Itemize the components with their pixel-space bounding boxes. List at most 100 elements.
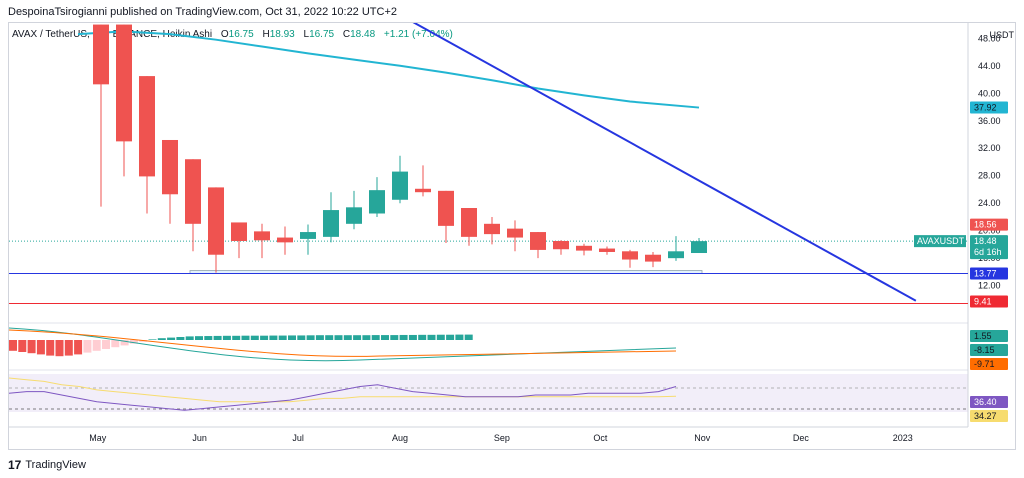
- moving-average-line: [77, 30, 700, 109]
- macd-histogram-bar: [241, 335, 250, 340]
- macd-histogram-bar: [390, 335, 399, 340]
- price-tag-red-text: 9.41: [974, 296, 992, 306]
- symbol-tag-text: AVAXUSDT: [917, 236, 965, 246]
- macd-histogram-bar: [36, 340, 45, 355]
- candle-body: [507, 228, 523, 238]
- rsi-band: [9, 374, 968, 412]
- price-tag-ma-bg: [970, 101, 1008, 114]
- macd-histogram-bar: [92, 340, 101, 351]
- macd-histogram-bar: [129, 340, 138, 344]
- rsi-label-bg: [970, 396, 1008, 408]
- macd-histogram-bar: [27, 340, 36, 354]
- macd-histogram-bar: [427, 334, 436, 340]
- symbol-label[interactable]: AVAX / TetherUS, 1W, BINANCE, Heikin Ash…: [12, 29, 213, 40]
- change-value: +1.21 (+7.04%): [383, 29, 453, 40]
- macd-histogram-bar: [102, 340, 110, 349]
- macd-label-text: -9.71: [974, 359, 995, 369]
- tradingview-logo-icon: 17: [8, 458, 22, 472]
- candle-body: [116, 24, 132, 142]
- candle-body: [415, 188, 431, 193]
- macd-histogram-bar: [185, 336, 194, 340]
- publisher-caption: DespoinaTsirogianni published on Trading…: [8, 6, 398, 18]
- close-value: 18.48: [350, 29, 376, 40]
- y-tick-label: 36.00: [978, 116, 1001, 126]
- candle-body: [185, 159, 201, 224]
- macd-histogram-bar: [371, 335, 380, 340]
- candle-body: [392, 171, 408, 200]
- macd-histogram-bar: [353, 335, 362, 340]
- candle-body: [208, 187, 224, 255]
- x-tick-label: May: [89, 433, 107, 443]
- rsi-ma-label-bg: [970, 410, 1008, 422]
- price-tag-high-bg: [970, 218, 1008, 231]
- macd-histogram-bar: [381, 335, 389, 340]
- candle-body: [622, 251, 638, 260]
- low-label: L: [303, 29, 310, 40]
- price-tag-ma: 37.92: [970, 101, 1008, 114]
- price-tag-support-bg: [970, 267, 1008, 280]
- candle-body: [530, 232, 546, 250]
- x-tick-label: Oct: [593, 433, 608, 443]
- y-tick-label: 44.00: [978, 61, 1001, 71]
- rsi-label-text: 36.40: [974, 397, 997, 407]
- macd-histogram-bar: [232, 335, 241, 340]
- macd-histogram-bar: [222, 335, 231, 340]
- macd-histogram-bar: [446, 334, 455, 340]
- candle-body: [139, 76, 155, 177]
- high-label: H: [262, 29, 270, 40]
- rsi-line: [8, 384, 677, 411]
- candle-body: [691, 241, 707, 254]
- open-label: O: [220, 29, 229, 40]
- macd-histogram-bar: [46, 340, 55, 356]
- price-tag-last-text: 6d 16h: [974, 247, 1002, 257]
- candle-body: [576, 245, 592, 251]
- candle-body: [484, 223, 500, 235]
- y-tick-label: 24.00: [978, 198, 1001, 208]
- chart-legend: AVAX / TetherUS, 1W, BINANCE, Heikin Ash…: [12, 29, 453, 40]
- brand-name: TradingView: [25, 459, 86, 471]
- macd-histogram-bar: [74, 340, 83, 355]
- candle-body: [231, 222, 247, 241]
- macd-histogram-bar: [334, 335, 343, 340]
- macd-label: 1.55: [970, 330, 1008, 342]
- macd-histogram-bar: [148, 339, 157, 340]
- candle-body: [162, 139, 178, 195]
- price-tag-last-bg: [970, 235, 1008, 260]
- candle-body: [461, 208, 477, 237]
- price-tag-red: 9.41: [970, 295, 1008, 308]
- trend-line: [412, 23, 917, 302]
- macd-histogram-bar: [195, 336, 203, 340]
- x-tick-label: Sep: [494, 433, 510, 443]
- price-tag-support-text: 13.77: [974, 268, 997, 278]
- candle-body: [369, 190, 385, 214]
- candle-body: [254, 231, 270, 241]
- macd-histogram-bar: [297, 335, 306, 340]
- macd-signal-line: [8, 329, 677, 357]
- macd-histogram-bar: [418, 334, 427, 340]
- x-tick-label: Jun: [192, 433, 207, 443]
- price-tag-ma-text: 37.92: [974, 103, 997, 113]
- tradingview-brand[interactable]: 17 TradingView: [8, 458, 86, 472]
- macd-label-bg: [970, 344, 1008, 356]
- candle-body: [323, 210, 339, 237]
- high-value: 18.93: [269, 29, 295, 40]
- candle-body: [277, 237, 293, 243]
- macd-histogram-bar: [18, 340, 27, 352]
- chart-frame: [8, 22, 1016, 450]
- macd-histogram-bar: [278, 335, 287, 340]
- macd-label: -8.15: [970, 344, 1008, 356]
- macd-histogram-bar: [306, 335, 315, 340]
- macd-label-text: 1.55: [974, 331, 992, 341]
- macd-label-bg: [970, 330, 1008, 342]
- price-pane: [9, 23, 968, 304]
- macd-histogram-bar: [157, 338, 166, 340]
- rsi-label: 36.40: [970, 396, 1008, 408]
- macd-histogram-bar: [436, 334, 445, 340]
- macd-histogram-bar: [288, 335, 296, 340]
- macd-histogram-bar: [250, 335, 259, 340]
- candle-body: [93, 24, 109, 85]
- macd-histogram-bar: [204, 336, 213, 340]
- macd-histogram-bar: [408, 334, 417, 340]
